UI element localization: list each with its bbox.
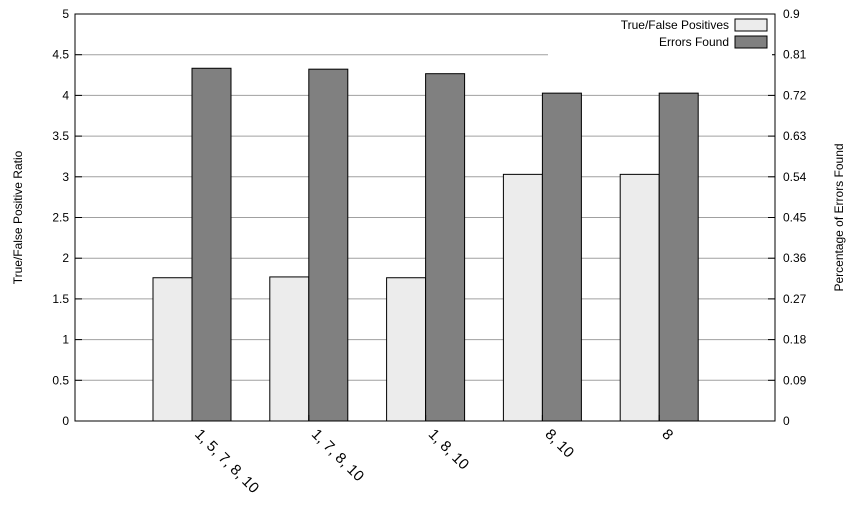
right-tick-label: 0.18 [783,333,807,347]
right-tick-label: 0.36 [783,251,807,265]
bar-true-false-positives [386,277,427,422]
bar-true-false-positives [152,277,193,422]
left-tick-label: 4.5 [52,48,69,62]
right-tick-label: 0.27 [783,292,807,306]
bar-true-false-positives [502,173,543,422]
right-axis-title: Percentage of Errors Found [832,143,846,291]
left-tick-label: 3.5 [52,129,69,143]
bar-errors-found [308,68,349,422]
legend-swatch-true-false-positives [734,18,768,32]
legend: True/False Positives Errors Found [548,17,772,57]
left-tick-label: 4 [62,88,69,102]
category-label: 8, 10 [542,426,578,462]
right-tick-label: 0.45 [783,211,807,225]
right-tick-label: 0.72 [783,88,807,102]
left-tick-label: 0 [62,414,69,428]
right-tick-label: 0.63 [783,129,807,143]
bar-errors-found [191,67,232,422]
category-label: 1, 8, 10 [425,426,472,473]
bar-true-false-positives [269,276,310,422]
left-tick-label: 1.5 [52,292,69,306]
left-tick-label: 3 [62,170,69,184]
left-axis-ticks: 0 0.5 1 1.5 2 2.5 3 3.5 4 4.5 5 [52,7,82,428]
left-tick-label: 1 [62,333,69,347]
right-tick-label: 0 [783,414,790,428]
category-label: 1, 5, 7, 8, 10 [191,426,262,497]
left-tick-label: 2 [62,251,69,265]
right-tick-label: 0.9 [783,7,800,21]
bars [152,67,699,422]
right-tick-label: 0.09 [783,373,807,387]
bar-errors-found [541,92,582,422]
right-axis-ticks: 0 0.09 0.18 0.27 0.36 0.45 0.54 0.63 0.72 0.81 0.9 [768,7,807,428]
left-tick-label: 2.5 [52,211,69,225]
legend-label-errors-found: Errors Found [659,35,729,49]
right-tick-label: 0.54 [783,170,807,184]
bar-errors-found [425,73,466,422]
bar-true-false-positives [619,173,660,422]
legend-swatch-errors-found [734,35,768,49]
left-tick-label: 0.5 [52,373,69,387]
right-tick-label: 0.81 [783,48,807,62]
legend-label-true-false-positives: True/False Positives [621,18,729,32]
left-axis-title: True/False Positive Ratio [11,150,25,284]
category-labels: 1, 5, 7, 8, 10 1, 7, 8, 10 1, 8, 10 8, 10 8 [191,415,676,497]
bar-errors-found [658,92,699,422]
left-tick-label: 5 [62,7,69,21]
category-label: 8 [658,426,676,444]
category-label: 1, 7, 8, 10 [308,426,367,485]
